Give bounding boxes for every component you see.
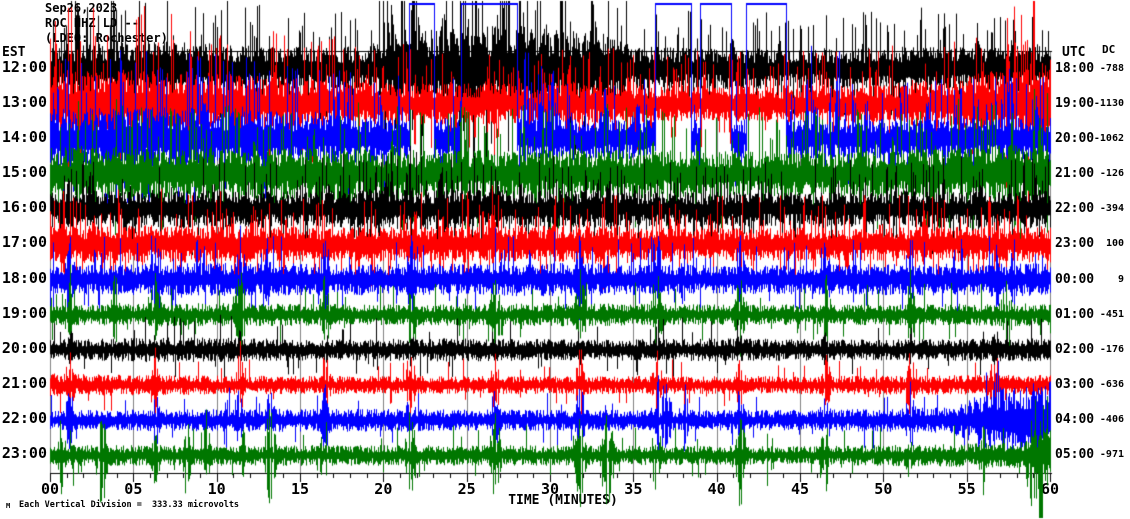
est-time-label: 22:00: [1, 409, 47, 428]
dc-value: -1130: [1093, 97, 1124, 109]
est-time-label: 18:00: [1, 268, 47, 287]
est-time-label: 13:00: [1, 92, 47, 111]
dc-value: 9: [1117, 273, 1124, 285]
dc-axis-label: DC: [1102, 43, 1116, 56]
est-time-label: 21:00: [1, 374, 47, 393]
utc-axis-label: UTC: [1062, 45, 1086, 60]
scale-note: Each Vertical Division = 333.33 microvol…: [19, 500, 240, 510]
dc-value: -451: [1099, 308, 1124, 320]
x-tick-label: 40: [707, 480, 726, 498]
x-tick-label: 20: [374, 480, 393, 498]
date-label: Sep26,2023: [45, 1, 118, 15]
x-tick-label: 55: [957, 480, 976, 498]
est-time-label: 17:00: [1, 233, 47, 252]
est-time-label: 12:00: [1, 57, 47, 76]
est-time-label: 19:00: [1, 303, 47, 322]
x-tick-label: 15: [290, 480, 310, 498]
dc-value: -406: [1099, 414, 1124, 426]
dc-value: 100: [1105, 238, 1124, 250]
est-time-label: 15:00: [1, 163, 47, 182]
station-label: ROC HHZ LD --: [45, 16, 139, 30]
x-tick-label: 60: [1040, 480, 1060, 498]
x-tick-label: 05: [124, 480, 143, 498]
x-tick-label: 10: [207, 480, 226, 498]
dc-value: -971: [1099, 449, 1124, 461]
est-time-label: 14:00: [1, 127, 47, 146]
dc-value: -394: [1099, 203, 1124, 215]
corner-glyph: M: [6, 502, 11, 510]
x-tick-label: 00: [40, 480, 60, 498]
network-label: (LDEO: Rochester): [45, 31, 168, 45]
dc-value: -176: [1099, 343, 1124, 355]
est-time-label: 16:00: [1, 198, 47, 217]
dc-value: -636: [1099, 379, 1124, 391]
x-tick-label: 45: [790, 480, 810, 498]
est-time-label: 20:00: [1, 338, 47, 357]
est-time-label: 23:00: [1, 444, 47, 463]
dc-value: -788: [1099, 62, 1124, 74]
dc-value: -1062: [1093, 132, 1124, 144]
x-axis-title: TIME (MINUTES): [508, 493, 618, 508]
x-tick-label: 50: [874, 480, 893, 498]
dc-value: -126: [1099, 168, 1124, 180]
